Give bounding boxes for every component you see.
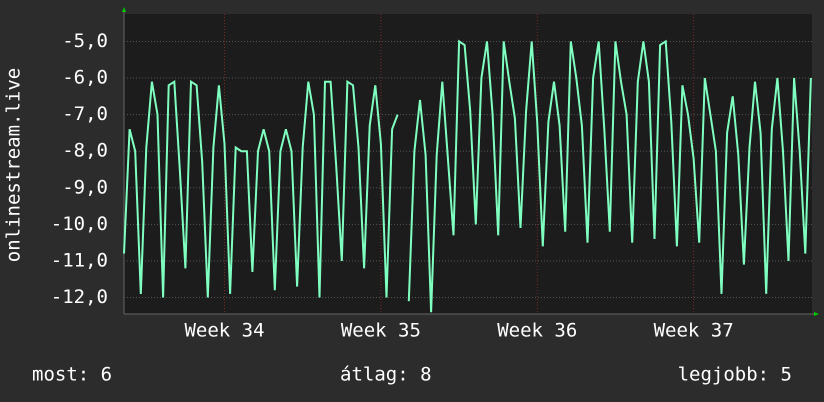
footer-best: legjobb: 5	[678, 364, 792, 386]
y-tick-label: -12,0	[51, 286, 108, 308]
y-tick-label: -5,0	[62, 30, 108, 52]
y-tick-label: -9,0	[62, 176, 108, 198]
y-axis-label: onlinestream.live	[3, 68, 25, 262]
footer-current: most: 6	[32, 364, 112, 386]
y-tick-label: -7,0	[62, 103, 108, 125]
x-axis-arrow	[814, 312, 819, 316]
y-tick-label: -11,0	[51, 249, 108, 271]
x-tick-label: Week 35	[341, 320, 421, 342]
y-tick-label: -6,0	[62, 67, 108, 89]
x-tick-label: Week 37	[654, 320, 734, 342]
y-tick-label: -8,0	[62, 140, 108, 162]
data-line	[123, 39, 812, 313]
x-tick-label: Week 36	[497, 320, 577, 342]
plot-area	[124, 14, 812, 314]
x-tick-label: Week 34	[184, 320, 264, 342]
y-tick-label: -10,0	[51, 213, 108, 235]
y-axis-arrow	[122, 7, 126, 12]
footer-average: átlag: 8	[340, 364, 432, 386]
